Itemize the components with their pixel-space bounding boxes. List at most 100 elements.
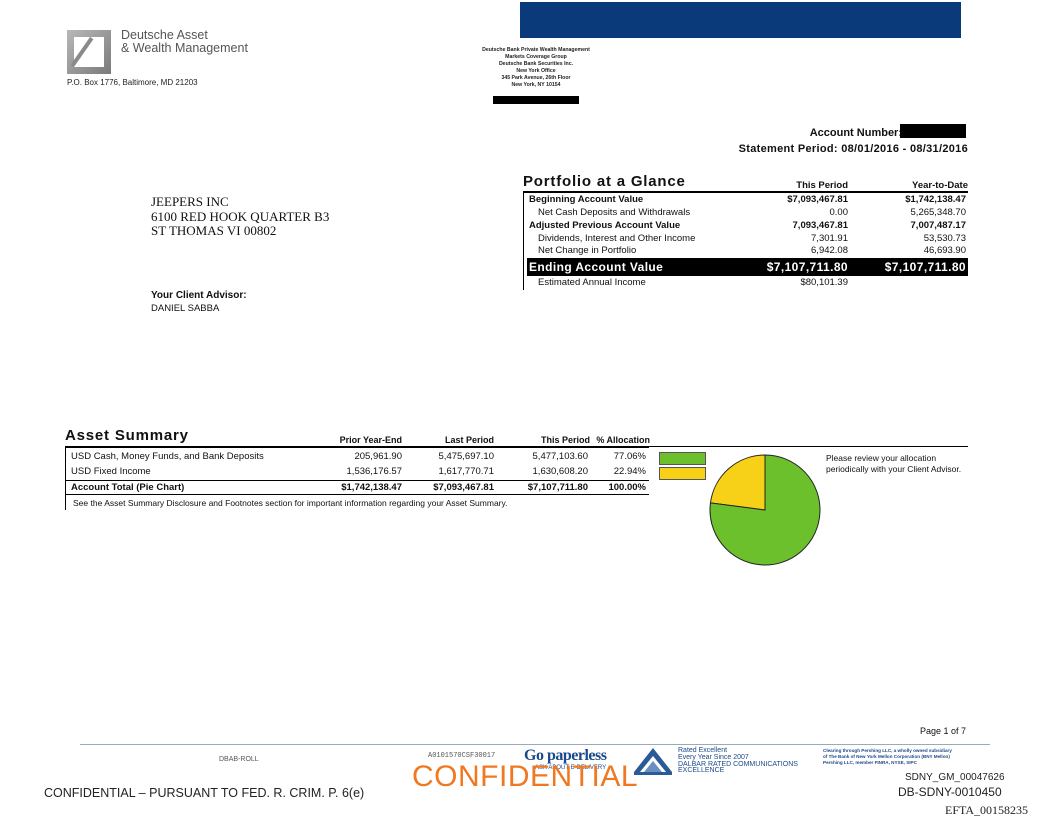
legend-swatch-cash [659,452,706,465]
statement-period: Statement Period: 08/01/2016 - 08/31/201… [738,143,968,155]
total-row: Account Total (Pie Chart) $1,742,138.47 … [69,482,649,496]
this-period-value: $80,101.39 [800,277,848,288]
header-last-period: Last Period [444,435,494,445]
portfolio-rule [523,191,968,193]
pie-note-line2: periodically with your Client Advisor. [826,464,962,474]
pie-slice-fixed-income [709,454,766,511]
asset-summary-note: See the Asset Summary Disclosure and Foo… [73,498,508,508]
pershing-text: of The Bank of New York Mellon Corporati… [823,754,950,759]
column-header-this-period: This Period [796,180,848,191]
pershing-text: Pershing LLC, member FINRA, NYSE, SIPC [823,760,917,765]
bates-number-1: SDNY_GM_00047626 [905,772,1005,783]
asset-summary-rule [649,446,968,447]
client-advisor-name: DANIEL SABBA [151,303,220,314]
last-value: 1,617,770.71 [438,466,494,477]
footer-rule [80,744,990,745]
bank-address-line: 345 Park Avenue, 26th Floor [501,75,571,81]
header-this-period: This Period [540,435,590,445]
header-allocation: % Allocation [596,435,650,445]
this-value: 1,630,608.20 [532,466,588,477]
ytd-value: 53,530.73 [923,233,966,244]
go-paperless-subtitle: ASK ABOUT E-DELIVERY [535,765,607,771]
allocation-value: 22.94% [613,466,646,477]
this-period-value: 0.00 [829,207,849,218]
this-period-value: $7,093,467.81 [787,194,848,205]
account-number-redaction [900,124,966,138]
row-label: Ending Account Value [529,260,664,274]
pie-note: Please review your allocation periodical… [826,453,986,475]
brand-name-line2: & Wealth Management [121,41,248,55]
column-header-ytd: Year-to-Date [912,180,968,191]
portfolio-title: Portfolio at a Glance [523,173,686,190]
portfolio-row: Net Cash Deposits and Withdrawals 0.00 5… [527,207,968,219]
brand-name-line1: Deutsche Asset [121,28,208,42]
asset-class-label: USD Fixed Income [71,466,151,477]
dalbar-text: Rated Excellent [678,747,728,754]
redaction-bar [493,96,579,104]
client-name: JEEPERS INC [151,194,229,209]
bank-address-line: New York Office [516,68,556,74]
this-period-value: 7,301.91 [811,233,848,244]
this-period-value: $7,107,711.80 [766,260,848,274]
bank-address-line: Markets Coverage Group [505,54,567,60]
estimated-income-row: Estimated Annual Income $80,101.39 [527,277,968,289]
document-code: A0101570CSF30017 [428,752,496,760]
go-paperless-logo: Go paperless [524,747,607,764]
page-number: Page 1 of 7 [920,726,967,736]
portfolio-left-rule [523,193,524,290]
total-label: Account Total (Pie Chart) [71,482,185,493]
bank-address-line: New York, NY 10154 [511,82,561,88]
row-label: Beginning Account Value [529,194,644,205]
confidential-notice: CONFIDENTIAL – PURSUANT TO FED. R. CRIM.… [44,786,365,800]
asset-class-label: USD Cash, Money Funds, and Bank Deposits [71,451,264,462]
portfolio-row: Dividends, Interest and Other Income 7,3… [527,233,968,245]
portfolio-row: Beginning Account Value $7,093,467.81 $1… [527,194,968,206]
bank-address-line: Deutsche Bank Securities Inc. [498,61,574,67]
prior-value: 1,536,176.57 [346,466,402,477]
legend-swatch-fixed-income [659,467,706,480]
pershing-text: Clearing through Pershing LLC, a wholly … [823,748,952,753]
this-period-value: 6,942.08 [811,245,848,256]
po-box-address: P.O. Box 1776, Baltimore, MD 21203 [67,78,198,87]
last-value: 5,475,697.10 [438,451,494,462]
account-number-label: Account Number: [809,127,902,139]
ytd-value: $1,742,138.47 [905,194,966,205]
bates-number-2: DB-SDNY-0010450 [898,785,1002,799]
last-value: $7,093,467.81 [433,482,494,493]
client-address-line2: ST THOMAS VI 00802 [151,223,277,238]
client-advisor-label: Your Client Advisor: [151,290,247,301]
asset-summary-left-rule [65,448,66,510]
ytd-value: $7,107,711.80 [884,260,966,274]
row-label: Adjusted Previous Account Value [529,220,681,231]
ending-account-value-row: Ending Account Value $7,107,711.80 $7,10… [527,258,968,276]
table-row: USD Fixed Income 1,536,176.57 1,617,770.… [69,466,649,480]
dalbar-text: Every Year Since 2007 [678,754,749,761]
allocation-value: 77.06% [613,451,646,462]
bates-number-3: EFTA_00158235 [945,803,1029,817]
row-label: Dividends, Interest and Other Income [538,233,696,244]
this-value: 5,477,103.60 [532,451,588,462]
dalbar-seal-icon [634,748,672,775]
total-rule [65,494,649,495]
row-label: Net Change in Portfolio [538,245,637,256]
header-prior-year-end: Prior Year-End [339,435,402,445]
dbab-code: DBAB-ROLL [219,756,259,763]
prior-value: $1,742,138.47 [341,482,402,493]
client-address-line1: 6100 RED HOOK QUARTER B3 [151,209,330,224]
row-label: Net Cash Deposits and Withdrawals [538,207,691,218]
bank-address-line: Deutsche Bank Private Wealth Management [482,47,590,53]
ytd-value: 5,265,348.70 [910,207,966,218]
deutsche-bank-logo [67,30,111,74]
prior-value: 205,961.90 [354,451,402,462]
portfolio-row: Adjusted Previous Account Value 7,093,46… [527,220,968,232]
asset-summary-title: Asset Summary [65,427,189,444]
ytd-value: 7,007,487.17 [910,220,966,231]
total-rule [65,480,649,481]
table-row: USD Cash, Money Funds, and Bank Deposits… [69,451,649,465]
dalbar-text: EXCELLENCE [678,767,725,774]
ytd-value: 46,693.90 [923,245,966,256]
portfolio-row: Net Change in Portfolio 6,942.08 46,693.… [527,245,968,257]
confidential-stamp: CONFIDENTIAL [412,760,639,793]
row-label: Estimated Annual Income [538,277,646,288]
pie-note-line1: Please review your allocation [826,453,937,463]
